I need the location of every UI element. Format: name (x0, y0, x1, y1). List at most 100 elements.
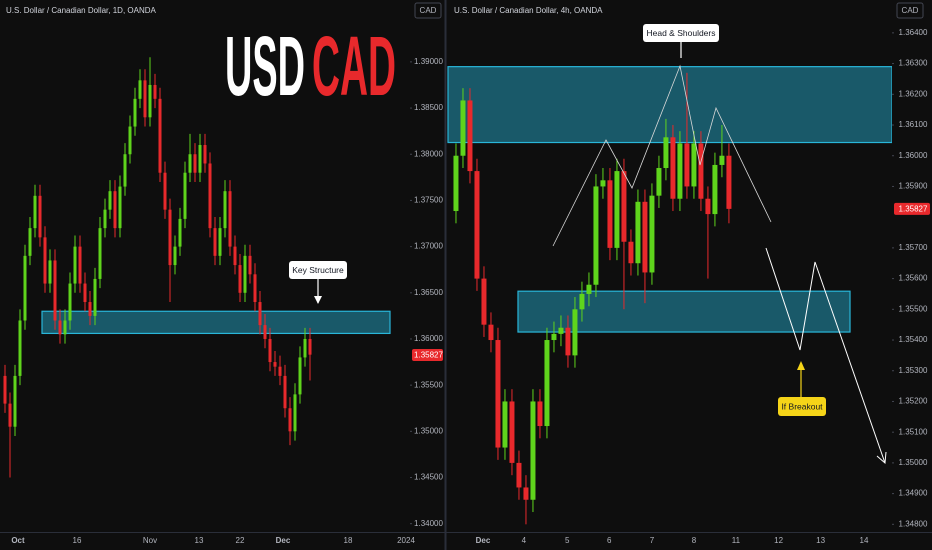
x-tick-label: Dec (276, 536, 291, 545)
candle-body (303, 338, 307, 358)
candle-body (58, 320, 62, 335)
candle-body (670, 137, 676, 199)
x-tick-label: 12 (774, 536, 783, 545)
candle-body (118, 186, 122, 229)
candle-body (488, 324, 494, 341)
candle-body (467, 100, 473, 172)
candle-body (123, 154, 127, 187)
candle-body (253, 274, 257, 303)
candle-body (38, 195, 42, 238)
last-price-label: 1.35827 (414, 351, 443, 360)
candle-body (268, 338, 272, 363)
y-tick-label: 1.37000 (414, 242, 443, 251)
candle-body (283, 375, 287, 409)
callout-tip (797, 361, 805, 370)
candle-body (691, 143, 697, 187)
candle-body (273, 362, 277, 367)
y-tick-label: 1.36500 (414, 288, 443, 297)
candle-body (98, 228, 102, 279)
callout-box (289, 261, 347, 279)
x-tick-label: 8 (692, 536, 697, 545)
candle-body (53, 260, 57, 321)
y-tick-label: 1.36100 (899, 120, 928, 129)
candle-body (248, 255, 252, 275)
candle-body (298, 357, 302, 395)
candle-body (593, 186, 599, 285)
x-tick-label: 7 (650, 536, 655, 545)
candle-body (73, 246, 77, 284)
candle-body (43, 237, 47, 284)
candle-body (23, 255, 27, 321)
x-tick-label: Oct (11, 536, 25, 545)
candle-body (565, 327, 571, 356)
y-tick-label: 1.35000 (899, 458, 928, 467)
candle-body (572, 309, 578, 356)
candle-body (88, 302, 92, 316)
charts: 1.34000 1.34500 1.35000 1.35500 1.36000 1.365… (3, 0, 932, 545)
candle-body (213, 228, 217, 256)
candle-body (113, 191, 117, 229)
y-tick-label: 1.35500 (899, 304, 928, 313)
candle-body (183, 172, 187, 219)
candle-body (460, 100, 466, 156)
candle-body (223, 191, 227, 229)
callout-text: Key Structure (292, 265, 344, 275)
x-tick-label: 14 (860, 536, 869, 545)
logo-base: USD (225, 19, 305, 113)
candle-body (649, 195, 655, 273)
candle-body (103, 209, 107, 229)
callout-text: If Breakout (781, 401, 823, 411)
y-tick-label: 1.34500 (414, 473, 443, 482)
candle-body (600, 180, 606, 187)
candle-body (48, 260, 52, 284)
candle-body (705, 198, 711, 215)
x-tick-label: 6 (607, 536, 612, 545)
candle-body (218, 228, 222, 256)
x-tick-label: 16 (73, 536, 82, 545)
candle-body (684, 143, 690, 187)
candle-body (712, 164, 718, 215)
x-tick-label: 13 (195, 536, 204, 545)
y-tick-label: 1.35000 (414, 426, 443, 435)
candle-body (474, 171, 480, 279)
candle-body (258, 302, 262, 326)
projection-line (765, 247, 886, 464)
candle-body (208, 163, 212, 229)
candle-body (530, 401, 536, 500)
currency-label: CAD (420, 6, 437, 15)
projection-arrowhead (876, 451, 887, 465)
candle-body (621, 171, 627, 242)
candle-body (163, 172, 167, 210)
candle-body (63, 320, 67, 335)
currency-box (896, 2, 924, 19)
last-price-box (412, 348, 443, 361)
y-tick-label: 1.35200 (899, 397, 928, 406)
candle-body (523, 487, 529, 500)
candle-body (193, 154, 197, 173)
y-tick-label: 1.35900 (899, 182, 928, 191)
candle-body (453, 155, 459, 212)
candle-body (83, 283, 87, 303)
candle-body (537, 401, 543, 427)
callout-text: Head & Shoulders (647, 28, 716, 38)
candle-body (168, 209, 172, 266)
callout-box (778, 397, 826, 416)
candle-body (698, 143, 704, 199)
y-tick-label: 1.36300 (899, 59, 928, 68)
candle-body (551, 333, 557, 341)
y-tick-label: 1.34800 (899, 519, 928, 528)
candle-body (308, 338, 312, 355)
chart-title: U.S. Dollar / Canadian Dollar, 1D, OANDA (6, 6, 157, 15)
candle-body (238, 265, 242, 293)
candle-body (203, 145, 207, 164)
zone (447, 66, 893, 144)
candle-body (18, 320, 22, 376)
candle-body (719, 155, 725, 165)
price-axis (410, 0, 445, 532)
chart-title: U.S. Dollar / Canadian Dollar, 4h, OANDA (454, 6, 603, 15)
y-tick-label: 1.38500 (414, 103, 443, 112)
y-tick-label: 1.35300 (899, 366, 928, 375)
callout-box (643, 24, 719, 42)
y-tick-label: 1.39000 (414, 57, 443, 66)
y-tick-label: 1.37500 (414, 196, 443, 205)
